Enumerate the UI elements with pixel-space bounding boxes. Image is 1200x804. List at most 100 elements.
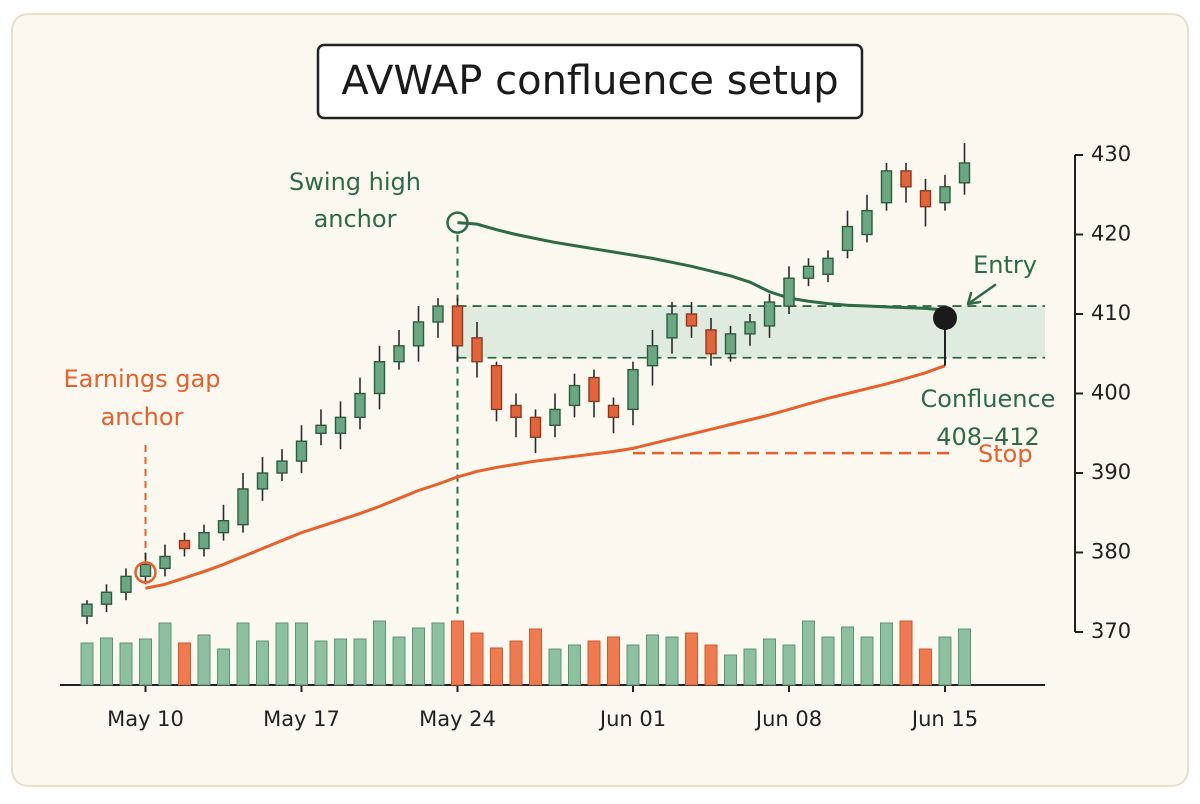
- candle-body: [81, 603, 93, 617]
- volume-bar: [373, 620, 386, 686]
- candle-body: [900, 170, 912, 188]
- volume-bar: [626, 644, 640, 686]
- volume-bar: [178, 642, 191, 686]
- candle-body: [588, 376, 600, 403]
- swing-anchor: [446, 211, 469, 234]
- volume-bar: [509, 640, 523, 686]
- annotation: Entry: [973, 251, 1037, 279]
- annotation: anchor: [101, 403, 184, 431]
- candle-body: [802, 265, 815, 279]
- candle-body: [646, 345, 659, 367]
- volume-bar: [665, 636, 679, 686]
- candle-body: [510, 404, 522, 419]
- volume-bar: [470, 632, 484, 686]
- volume-bar: [685, 632, 698, 686]
- entry-arrow: [966, 283, 997, 306]
- candle-body: [841, 225, 854, 252]
- x-tick-label: Jun 15: [910, 707, 978, 731]
- candle-body: [724, 333, 737, 355]
- candle-body: [178, 539, 191, 550]
- candle-body: [744, 321, 756, 335]
- volume-bar: [236, 622, 250, 686]
- volume-bar: [197, 634, 211, 686]
- volume-bar: [841, 626, 854, 686]
- candle-body: [958, 162, 971, 184]
- candle-body: [276, 460, 288, 474]
- x-tick-label: May 10: [107, 707, 184, 731]
- y-tick-label: 420: [1091, 222, 1131, 246]
- annotation: Confluence: [921, 385, 1056, 413]
- y-tick-label: 380: [1091, 540, 1131, 564]
- volume-bar: [880, 622, 893, 686]
- volume-bar: [431, 622, 445, 686]
- candle-body: [159, 555, 171, 570]
- volume-bar: [821, 636, 835, 686]
- x-tick-label: Jun 01: [598, 707, 666, 731]
- candle-body: [685, 313, 698, 327]
- volume-bar: [899, 620, 913, 686]
- volume-bar: [353, 638, 367, 686]
- volume-bar: [217, 648, 230, 686]
- volume-bar: [158, 622, 172, 686]
- candle-body: [393, 345, 405, 363]
- volume-bar: [782, 644, 796, 686]
- volume-bar: [139, 638, 152, 686]
- y-tick-label: 390: [1091, 460, 1131, 484]
- candle-body: [705, 329, 717, 355]
- candle-body: [256, 472, 269, 490]
- volume-bar: [548, 648, 562, 686]
- candle-body: [861, 209, 873, 236]
- volume-bar: [860, 636, 874, 686]
- x-tick-label: Jun 08: [754, 707, 822, 731]
- annotation: Earnings gap: [64, 365, 221, 393]
- volume-bar: [958, 628, 971, 686]
- volume-bar: [724, 654, 737, 686]
- frame: [11, 13, 1189, 787]
- candle-body: [412, 321, 425, 347]
- candle-body: [139, 563, 152, 578]
- candle-body: [919, 190, 932, 208]
- volume-bar: [275, 622, 289, 686]
- candle-body: [880, 170, 893, 204]
- candle-body: [627, 368, 639, 411]
- entry-point: [933, 305, 957, 330]
- annotation: Swing high: [289, 168, 421, 196]
- title-box: [316, 43, 864, 120]
- candle-body: [763, 301, 776, 327]
- volume-bar: [704, 644, 718, 686]
- candle-body: [939, 186, 951, 204]
- volume-bar: [646, 634, 659, 686]
- candle-body: [783, 277, 795, 307]
- x-tick-label: May 17: [263, 707, 340, 731]
- candle-body: [120, 575, 132, 593]
- annotation: Stop: [978, 440, 1033, 468]
- candle-body: [354, 392, 366, 419]
- candle-body: [666, 313, 678, 339]
- avwap-line: [457, 221, 946, 312]
- volume-bar: [119, 642, 133, 686]
- earnings-anchor: [134, 561, 157, 584]
- candle-body: [529, 416, 542, 438]
- volume-bar: [568, 644, 581, 686]
- volume-bar: [256, 640, 269, 686]
- candle-body: [568, 384, 581, 407]
- candle-body: [295, 440, 308, 462]
- volume-bar: [100, 637, 113, 686]
- volume-bar: [392, 636, 406, 686]
- annotation: 408–412: [936, 423, 1040, 451]
- candle-body: [607, 404, 620, 419]
- candle-body: [490, 364, 503, 411]
- volume-bar: [607, 636, 620, 686]
- volume-bar: [743, 648, 757, 686]
- volume-bar: [802, 620, 815, 686]
- volume-bar: [763, 638, 776, 686]
- candle-body: [471, 337, 483, 363]
- x-tick-label: May 24: [419, 707, 496, 731]
- annotation: anchor: [314, 205, 397, 233]
- y-tick-label: 410: [1091, 301, 1131, 325]
- candle-body: [549, 408, 561, 426]
- candle-body: [315, 424, 327, 434]
- volume-bar: [451, 620, 464, 686]
